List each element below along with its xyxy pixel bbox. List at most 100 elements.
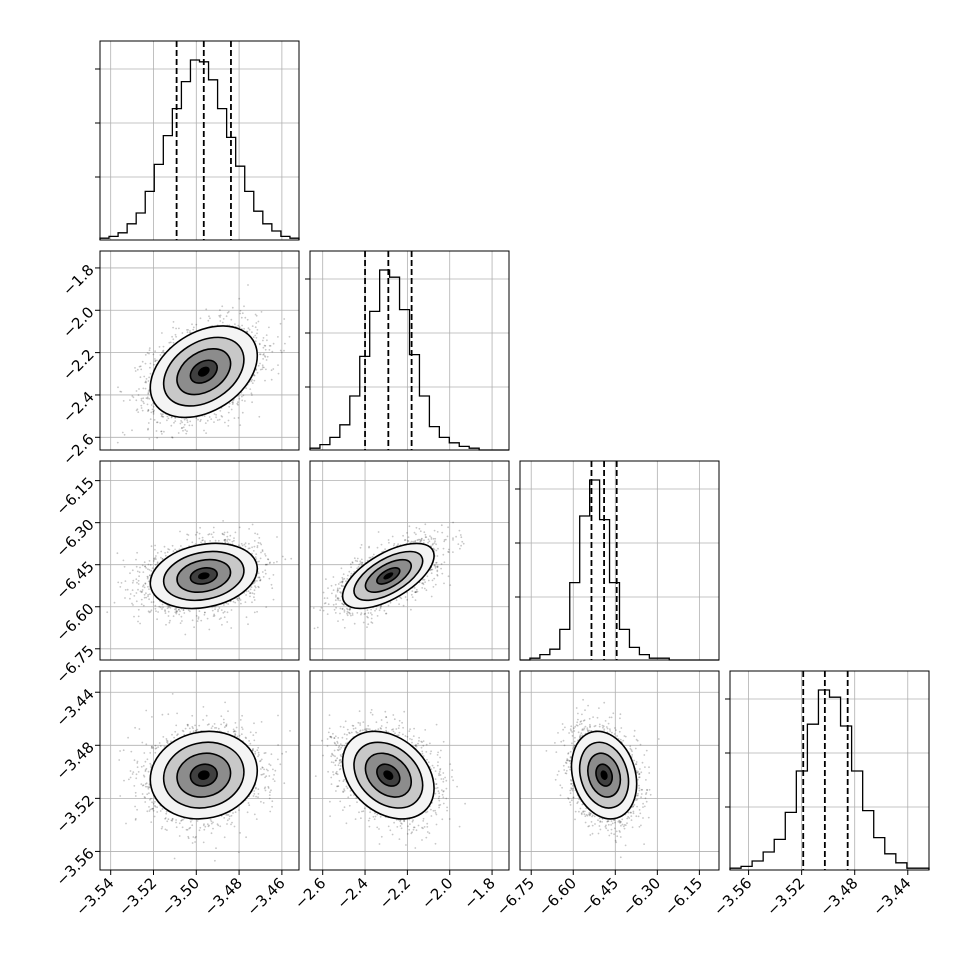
scatter-point	[199, 420, 202, 423]
scatter-point	[191, 323, 193, 326]
scatter-point	[262, 353, 265, 356]
scatter-point	[259, 368, 262, 371]
scatter-point	[129, 572, 131, 575]
scatter-point	[223, 533, 226, 536]
scatter-point	[265, 334, 268, 336]
scatter-point	[226, 311, 229, 314]
scatter-point	[210, 533, 213, 536]
scatter-point	[146, 396, 149, 399]
scatter-point	[143, 402, 145, 405]
scatter-point	[172, 550, 175, 552]
scatter-point	[131, 429, 133, 432]
scatter-point	[261, 366, 264, 368]
scatter-point	[194, 533, 197, 536]
scatter-point	[188, 331, 191, 334]
scatter-point	[227, 603, 230, 605]
scatter-point	[204, 611, 206, 614]
scatter-point	[144, 565, 147, 568]
scatter-point	[181, 421, 184, 424]
scatter-point	[144, 381, 147, 384]
scatter-point	[203, 613, 206, 616]
scatter-point	[189, 458, 191, 460]
scatter-point	[137, 579, 140, 582]
scatter-point	[200, 619, 203, 622]
scatter-point	[248, 528, 251, 530]
scatter-point	[236, 598, 239, 600]
panel-frame	[519, 460, 720, 661]
scatter-point	[147, 595, 149, 598]
scatter-point	[185, 432, 188, 435]
scatter-point	[122, 559, 125, 562]
scatter-point	[175, 327, 178, 330]
scatter-point	[230, 408, 233, 411]
scatter-point	[217, 609, 220, 611]
scatter-point	[174, 420, 177, 422]
scatter-point	[171, 436, 174, 439]
scatter-point	[198, 537, 201, 540]
scatter-point	[258, 586, 260, 589]
scatter-point	[172, 338, 175, 341]
scatter-point	[238, 326, 241, 328]
scatter-point	[200, 541, 202, 544]
scatter-point	[253, 589, 256, 592]
scatter-point	[139, 590, 142, 593]
scatter-point	[277, 336, 279, 338]
scatter-point	[136, 551, 139, 554]
scatter-point	[264, 572, 267, 575]
scatter-point	[147, 422, 150, 424]
scatter-point	[135, 558, 137, 561]
scatter-point	[132, 579, 135, 582]
scatter-point	[279, 322, 282, 325]
scatter-point	[153, 419, 156, 421]
scatter-point	[182, 609, 185, 611]
scatter-point	[284, 342, 286, 345]
scatter-point	[253, 374, 255, 376]
scatter-point	[237, 417, 240, 419]
scatter-point	[238, 597, 240, 599]
scatter-point	[143, 596, 146, 599]
scatter-point	[133, 615, 135, 618]
scatter-point	[259, 362, 261, 365]
scatter-point	[181, 427, 184, 429]
scatter-point	[261, 550, 264, 553]
scatter-point	[147, 391, 150, 394]
scatter-point	[183, 418, 186, 421]
scatter-point	[258, 343, 261, 346]
scatter-point	[142, 387, 145, 390]
panel-grid	[110, 41, 283, 240]
scatter-point	[221, 321, 224, 324]
scatter-point	[144, 565, 147, 568]
scatter-point	[134, 367, 136, 369]
scatter-point	[143, 375, 146, 378]
scatter-point	[142, 397, 145, 400]
scatter-point	[147, 428, 149, 431]
scatter-point	[153, 557, 156, 560]
scatter-point	[161, 558, 164, 560]
scatter-point	[150, 609, 153, 612]
scatter-point	[166, 551, 169, 554]
scatter-point	[169, 341, 172, 344]
scatter-point	[259, 353, 262, 356]
scatter-point	[213, 421, 215, 423]
scatter-point	[142, 571, 145, 573]
scatter-point	[272, 598, 275, 601]
scatter-point	[180, 420, 183, 422]
scatter-point	[162, 413, 164, 415]
scatter-point	[156, 359, 158, 362]
scatter-point	[277, 364, 279, 366]
scatter-point	[251, 523, 254, 526]
scatter-point	[279, 349, 282, 352]
scatter-point	[145, 378, 148, 380]
scatter-point	[165, 623, 167, 626]
scatter-point	[139, 376, 142, 379]
scatter-point	[152, 413, 155, 415]
scatter-point	[220, 415, 223, 417]
scatter-point	[171, 544, 174, 547]
scatter-point	[226, 531, 229, 534]
scatter-point	[231, 540, 234, 543]
scatter-point	[264, 348, 267, 351]
scatter-point	[122, 400, 125, 402]
scatter-point	[195, 323, 198, 326]
scatter-point	[123, 565, 126, 568]
scatter-point	[172, 615, 175, 618]
